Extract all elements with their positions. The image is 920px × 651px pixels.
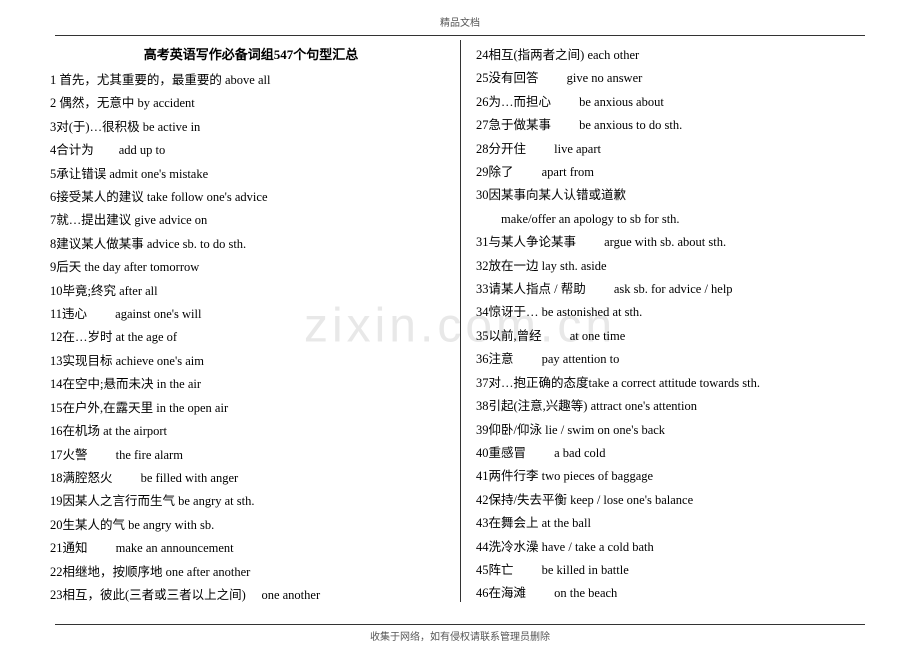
- list-item: 38引起(注意,兴趣等) attract one's attention: [476, 395, 870, 418]
- list-item: 8建议某人做某事 advice sb. to do sth.: [50, 233, 452, 256]
- list-item: 36注意 pay attention to: [476, 348, 870, 371]
- list-item: 43在舞会上 at the ball: [476, 512, 870, 535]
- list-item: 4合计为 add up to: [50, 139, 452, 162]
- list-item: 37对…抱正确的态度take a correct attitude toward…: [476, 372, 870, 395]
- list-item: 2 偶然，无意中 by accident: [50, 92, 452, 115]
- list-item: 15在户外,在露天里 in the open air: [50, 397, 452, 420]
- list-item: make/offer an apology to sb for sth.: [476, 208, 870, 231]
- list-item: 27急于做某事 be anxious to do sth.: [476, 114, 870, 137]
- list-item: 45阵亡 be killed in battle: [476, 559, 870, 582]
- list-item: 39仰卧/仰泳 lie / swim on one's back: [476, 419, 870, 442]
- list-item: 10毕竟;终究 after all: [50, 280, 452, 303]
- list-item: 19因某人之言行而生气 be angry at sth.: [50, 490, 452, 513]
- footer-rule: [55, 624, 865, 625]
- list-item: 16在机场 at the airport: [50, 420, 452, 443]
- list-item: 29除了 apart from: [476, 161, 870, 184]
- header-label: 精品文档: [0, 0, 920, 35]
- list-item: 3对(于)…很积极 be active in: [50, 116, 452, 139]
- list-item: 1 首先，尤其重要的，最重要的 above all: [50, 69, 452, 92]
- list-item: 44洗冷水澡 have / take a cold bath: [476, 536, 870, 559]
- list-item: 30因某事向某人认错或道歉: [476, 184, 870, 207]
- list-item: 5承让错误 admit one's mistake: [50, 163, 452, 186]
- content-area: 高考英语写作必备词组547个句型汇总 1 首先，尤其重要的，最重要的 above…: [0, 36, 920, 607]
- list-item: 35以前,曾经 at one time: [476, 325, 870, 348]
- list-item: 18满腔怒火 be filled with anger: [50, 467, 452, 490]
- list-item: 7就…提出建议 give advice on: [50, 209, 452, 232]
- list-item: 24相互(指两者之间) each other: [476, 44, 870, 67]
- list-item: 41两件行李 two pieces of baggage: [476, 465, 870, 488]
- right-column: 24相互(指两者之间) each other25没有回答 give no ans…: [460, 44, 870, 607]
- list-item: 14在空中;悬而未决 in the air: [50, 373, 452, 396]
- left-column: 高考英语写作必备词组547个句型汇总 1 首先，尤其重要的，最重要的 above…: [50, 44, 460, 607]
- list-item: 28分开住 live apart: [476, 138, 870, 161]
- list-item: 31与某人争论某事 argue with sb. about sth.: [476, 231, 870, 254]
- list-item: 40重感冒 a bad cold: [476, 442, 870, 465]
- document-title: 高考英语写作必备词组547个句型汇总: [50, 44, 452, 63]
- list-item: 22相继地，按顺序地 one after another: [50, 561, 452, 584]
- footer-label: 收集于网络，如有侵权请联系管理员删除: [0, 628, 920, 643]
- list-item: 23相互，彼此(三者或三者以上之间) one another: [50, 584, 452, 607]
- list-item: 21通知 make an announcement: [50, 537, 452, 560]
- list-item: 26为…而担心 be anxious about: [476, 91, 870, 114]
- list-item: 42保持/失去平衡 keep / lose one's balance: [476, 489, 870, 512]
- list-item: 32放在一边 lay sth. aside: [476, 255, 870, 278]
- list-item: 20生某人的气 be angry with sb.: [50, 514, 452, 537]
- list-item: 25没有回答 give no answer: [476, 67, 870, 90]
- list-item: 11违心 against one's will: [50, 303, 452, 326]
- list-item: 33请某人指点 / 帮助 ask sb. for advice / help: [476, 278, 870, 301]
- list-item: 12在…岁时 at the age of: [50, 326, 452, 349]
- list-item: 6接受某人的建议 take follow one's advice: [50, 186, 452, 209]
- list-item: 34惊讶于… be astonished at sth.: [476, 301, 870, 324]
- list-item: 9后天 the day after tomorrow: [50, 256, 452, 279]
- list-item: 46在海滩 on the beach: [476, 582, 870, 605]
- list-item: 17火警 the fire alarm: [50, 444, 452, 467]
- list-item: 13实现目标 achieve one's aim: [50, 350, 452, 373]
